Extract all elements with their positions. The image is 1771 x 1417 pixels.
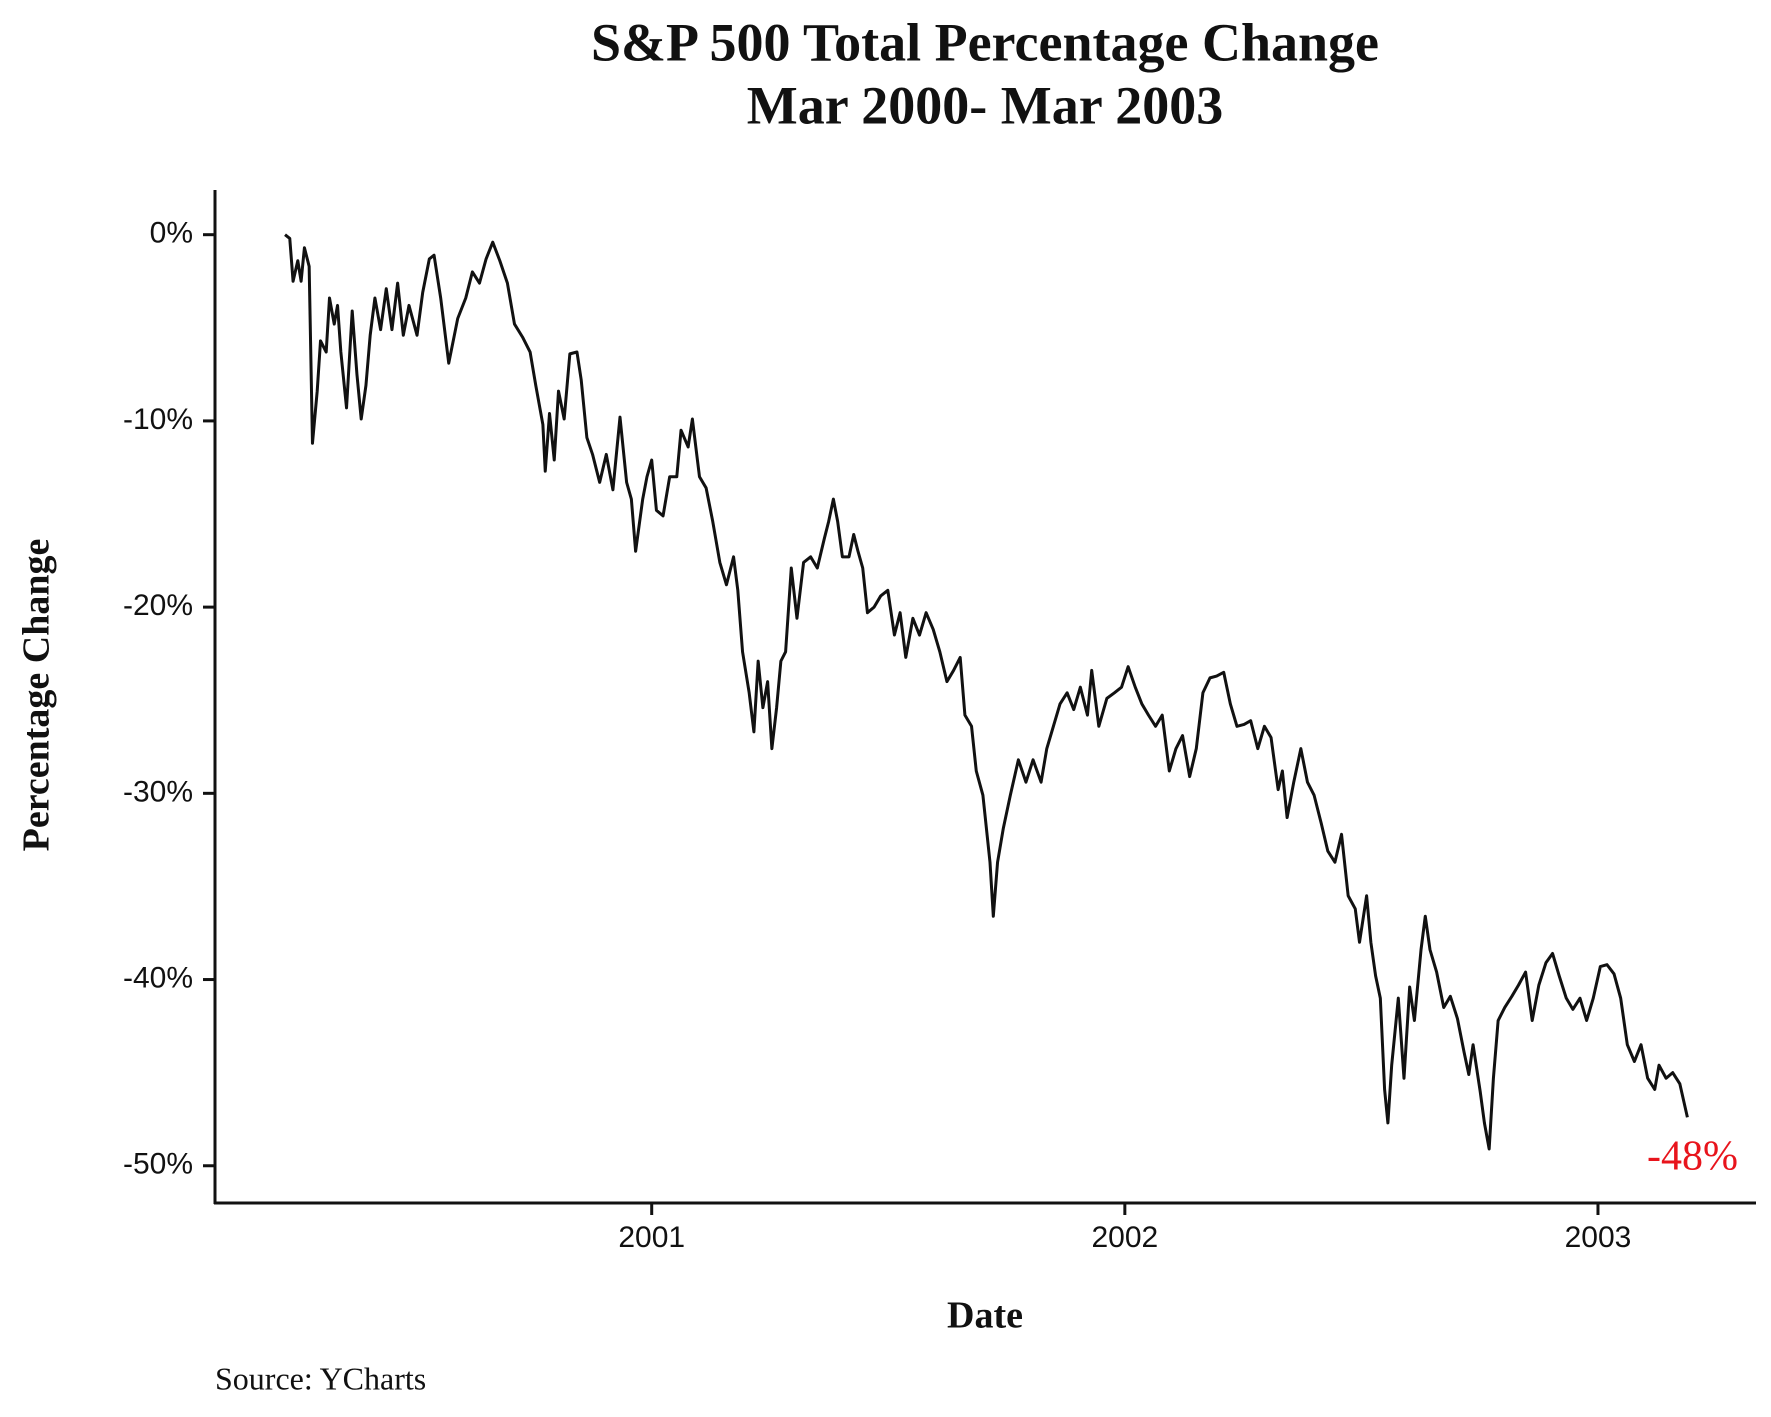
x-tick-label: 2001 bbox=[618, 1221, 685, 1254]
y-tick-label: -20% bbox=[123, 589, 193, 622]
annotation: -48% bbox=[1647, 1134, 1738, 1180]
x-axis-label: Date bbox=[947, 1295, 1023, 1337]
chart-title: S&P 500 Total Percentage Change bbox=[591, 12, 1379, 72]
x-tick-label: 2003 bbox=[1565, 1221, 1632, 1254]
y-tick-label: -10% bbox=[123, 403, 193, 436]
series-line bbox=[284, 233, 1689, 1151]
y-tick-label: 0% bbox=[150, 217, 193, 250]
y-tick-label: -30% bbox=[123, 775, 193, 808]
source-note: Source: YCharts bbox=[215, 1360, 426, 1396]
y-axis-label: Percentage Change bbox=[16, 539, 58, 852]
y-tick-label: -50% bbox=[123, 1148, 193, 1181]
x-tick-label: 2002 bbox=[1091, 1221, 1158, 1254]
chart-subtitle: Mar 2000- Mar 2003 bbox=[747, 75, 1223, 135]
y-tick-label: -40% bbox=[123, 961, 193, 994]
